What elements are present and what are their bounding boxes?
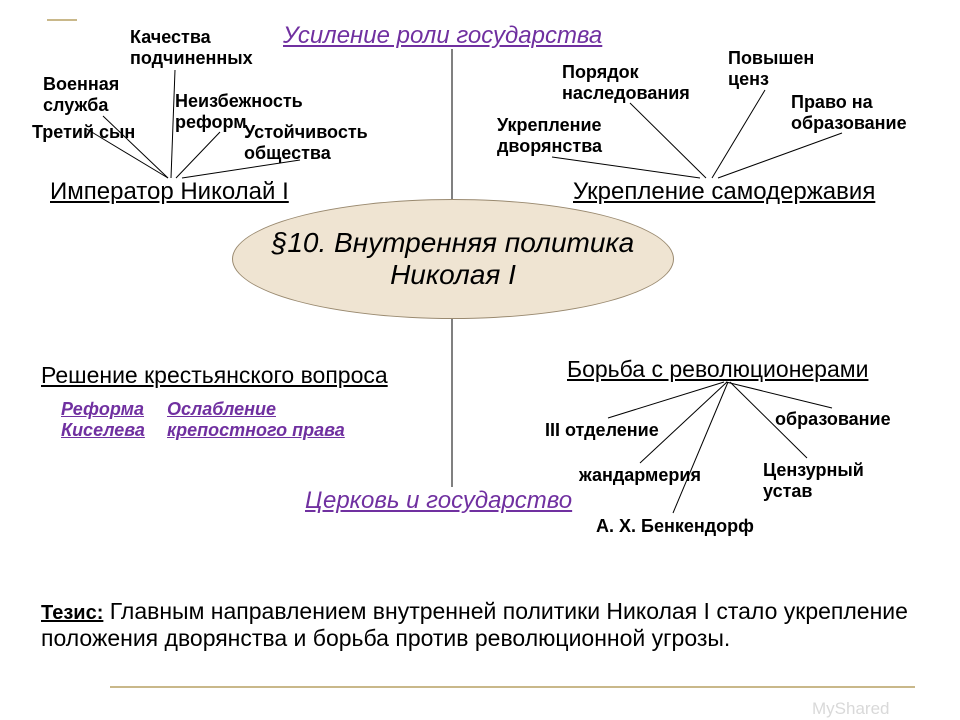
rule-top [47,19,77,21]
leaf-br-3: Цензурный устав [763,460,864,501]
leaf-tl-1: Качества подчиненных [130,27,253,68]
leaf-tl-4: Устойчивость общества [244,122,368,163]
leaf-br-1: образование [775,409,891,430]
thesis-block: Тезис: Главным направлением внутренней п… [41,572,911,652]
leaf-tl-0: Военная служба [43,74,119,115]
branch-tl: Император Николай I [50,178,289,206]
thesis-text: Главным направлением внутренней политики… [41,598,908,651]
diagram-stage: §10. Внутренняя политика Николая I Усиле… [0,0,960,720]
leaf-tr-3: Право на образование [791,92,907,133]
branch-bl: Решение крестьянского вопроса [41,362,388,388]
leaf-bl-0[interactable]: Реформа Киселева [61,399,145,440]
leaf-bl-1[interactable]: Ослабление крепостного права [167,399,345,440]
branch-br: Борьба с революционерами [567,356,868,382]
thesis-label: Тезис: [41,602,103,624]
leaf-tr-1: Порядок наследования [562,62,690,103]
leaf-br-0: III отделение [545,420,659,441]
leaf-br-4: А. Х. Бенкендорф [596,516,754,537]
leaf-tr-0: Укрепление дворянства [497,115,602,156]
leaf-tl-3: Третий сын [32,122,135,143]
branch-top[interactable]: Усиление роли государства [283,22,602,50]
leaf-br-2: жандармерия [579,465,701,486]
rule-bottom [110,686,915,688]
branch-bottom[interactable]: Церковь и государство [305,487,572,515]
watermark: MyShared [812,699,889,719]
center-ellipse: §10. Внутренняя политика Николая I [232,199,674,319]
leaf-tr-2: Повышен ценз [728,48,814,89]
center-title: §10. Внутренняя политика Николая I [233,227,673,291]
branch-tr: Укрепление самодержавия [573,178,875,206]
